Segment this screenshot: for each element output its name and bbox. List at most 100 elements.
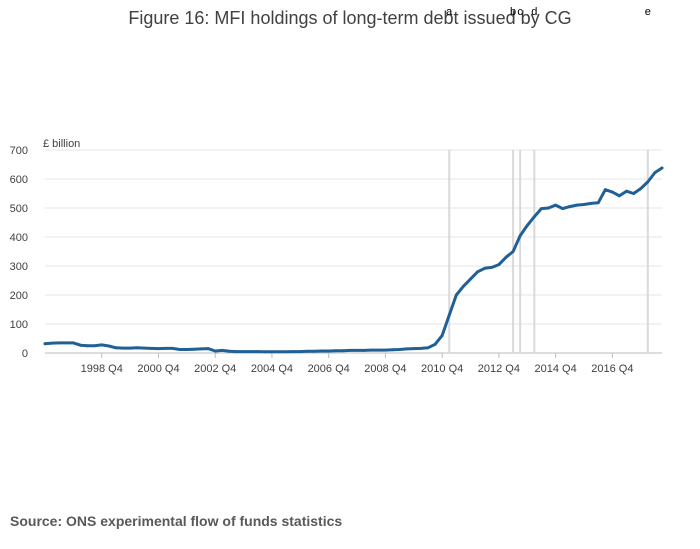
data-point bbox=[72, 341, 75, 345]
data-point bbox=[426, 346, 430, 350]
data-point bbox=[540, 207, 543, 211]
data-point bbox=[355, 349, 359, 352]
data-point bbox=[362, 349, 366, 352]
x-tick-label: 2016 Q4 bbox=[591, 363, 633, 375]
data-point bbox=[135, 346, 139, 350]
chart-title: Figure 16: MFI holdings of long-term deb… bbox=[128, 8, 571, 28]
data-point bbox=[199, 347, 203, 351]
y-axis-ticks: 0 100 200 300 400 500 600 700 bbox=[10, 145, 28, 360]
data-point bbox=[220, 349, 224, 352]
data-point bbox=[171, 347, 175, 350]
data-point bbox=[334, 349, 338, 353]
annotation-label-e: e bbox=[645, 6, 651, 18]
data-point bbox=[263, 350, 267, 354]
data-point bbox=[575, 203, 579, 207]
y-tick-label: 200 bbox=[10, 290, 28, 302]
data-point bbox=[504, 255, 508, 259]
y-tick-label: 300 bbox=[10, 261, 28, 273]
data-point bbox=[660, 166, 664, 170]
data-point bbox=[86, 344, 89, 348]
annotation-label-d: d bbox=[531, 6, 537, 18]
x-tick-label: 2010 Q4 bbox=[421, 363, 463, 375]
gridlines bbox=[45, 149, 662, 354]
data-point bbox=[256, 350, 260, 353]
data-point bbox=[369, 348, 373, 352]
data-point bbox=[518, 234, 522, 238]
data-point bbox=[206, 347, 210, 350]
y-tick-label: 600 bbox=[10, 174, 28, 186]
data-point bbox=[150, 347, 153, 350]
y-tick-label: 500 bbox=[10, 203, 28, 215]
y-tick-label: 100 bbox=[10, 319, 28, 331]
data-point bbox=[568, 205, 572, 209]
data-point bbox=[653, 171, 657, 175]
data-point bbox=[483, 266, 487, 270]
x-tick-label: 2014 Q4 bbox=[535, 363, 577, 375]
data-point bbox=[525, 224, 529, 227]
y-axis-unit-label: £ billion bbox=[43, 138, 80, 150]
annotation-label-a: a bbox=[446, 6, 453, 18]
data-point bbox=[646, 180, 650, 184]
data-point bbox=[433, 342, 437, 346]
data-point bbox=[412, 347, 416, 350]
series-line-0 bbox=[43, 166, 664, 354]
data-point bbox=[284, 350, 288, 354]
data-point bbox=[618, 194, 621, 198]
annotation-label-c: c bbox=[517, 6, 523, 18]
data-point bbox=[589, 202, 593, 205]
x-tick-label: 2008 Q4 bbox=[364, 363, 406, 375]
x-axis-ticks: 1998 Q4 2000 Q4 2002 Q4 2004 Q4 2006 Q4 2008 … bbox=[81, 353, 633, 375]
data-point bbox=[547, 206, 550, 210]
data-point bbox=[476, 270, 479, 274]
data-point bbox=[320, 349, 323, 353]
data-point bbox=[561, 207, 565, 211]
data-series bbox=[43, 166, 664, 354]
annotation-lines bbox=[448, 150, 649, 353]
data-point bbox=[611, 190, 614, 194]
data-point bbox=[405, 347, 409, 351]
data-point bbox=[348, 349, 352, 352]
data-point bbox=[554, 203, 557, 207]
x-tick-label: 2004 Q4 bbox=[251, 363, 293, 375]
data-point bbox=[185, 348, 189, 351]
y-tick-label: 400 bbox=[10, 232, 28, 244]
data-point bbox=[391, 348, 394, 352]
data-point bbox=[43, 342, 47, 346]
x-tick-label: 2000 Q4 bbox=[137, 363, 179, 375]
x-tick-label: 2006 Q4 bbox=[308, 363, 350, 375]
data-point bbox=[242, 350, 246, 353]
data-point bbox=[277, 350, 281, 354]
data-point bbox=[511, 250, 515, 253]
data-point bbox=[142, 346, 146, 350]
data-point bbox=[178, 348, 182, 351]
data-point bbox=[596, 201, 600, 205]
data-point bbox=[419, 347, 423, 350]
data-point bbox=[79, 343, 82, 347]
x-tick-label: 1998 Q4 bbox=[81, 363, 123, 375]
data-point bbox=[497, 263, 501, 266]
data-point bbox=[440, 334, 444, 337]
data-point bbox=[57, 341, 61, 345]
data-point bbox=[462, 284, 465, 288]
data-point bbox=[306, 349, 309, 353]
data-point bbox=[157, 347, 160, 350]
data-point bbox=[114, 346, 118, 350]
data-point bbox=[228, 349, 231, 353]
source-note: Source: ONS experimental flow of funds s… bbox=[10, 513, 343, 529]
data-point bbox=[213, 349, 217, 353]
data-point bbox=[100, 343, 104, 347]
data-point bbox=[490, 266, 494, 269]
data-point bbox=[384, 348, 387, 352]
data-point bbox=[298, 350, 302, 353]
data-point bbox=[121, 346, 125, 350]
data-point bbox=[192, 347, 196, 351]
data-point bbox=[270, 350, 274, 354]
data-point bbox=[50, 341, 54, 345]
data-point bbox=[532, 215, 536, 219]
data-point bbox=[625, 189, 628, 193]
data-point bbox=[249, 350, 253, 353]
y-tick-label: 700 bbox=[10, 145, 28, 157]
y-tick-label: 0 bbox=[22, 348, 28, 360]
